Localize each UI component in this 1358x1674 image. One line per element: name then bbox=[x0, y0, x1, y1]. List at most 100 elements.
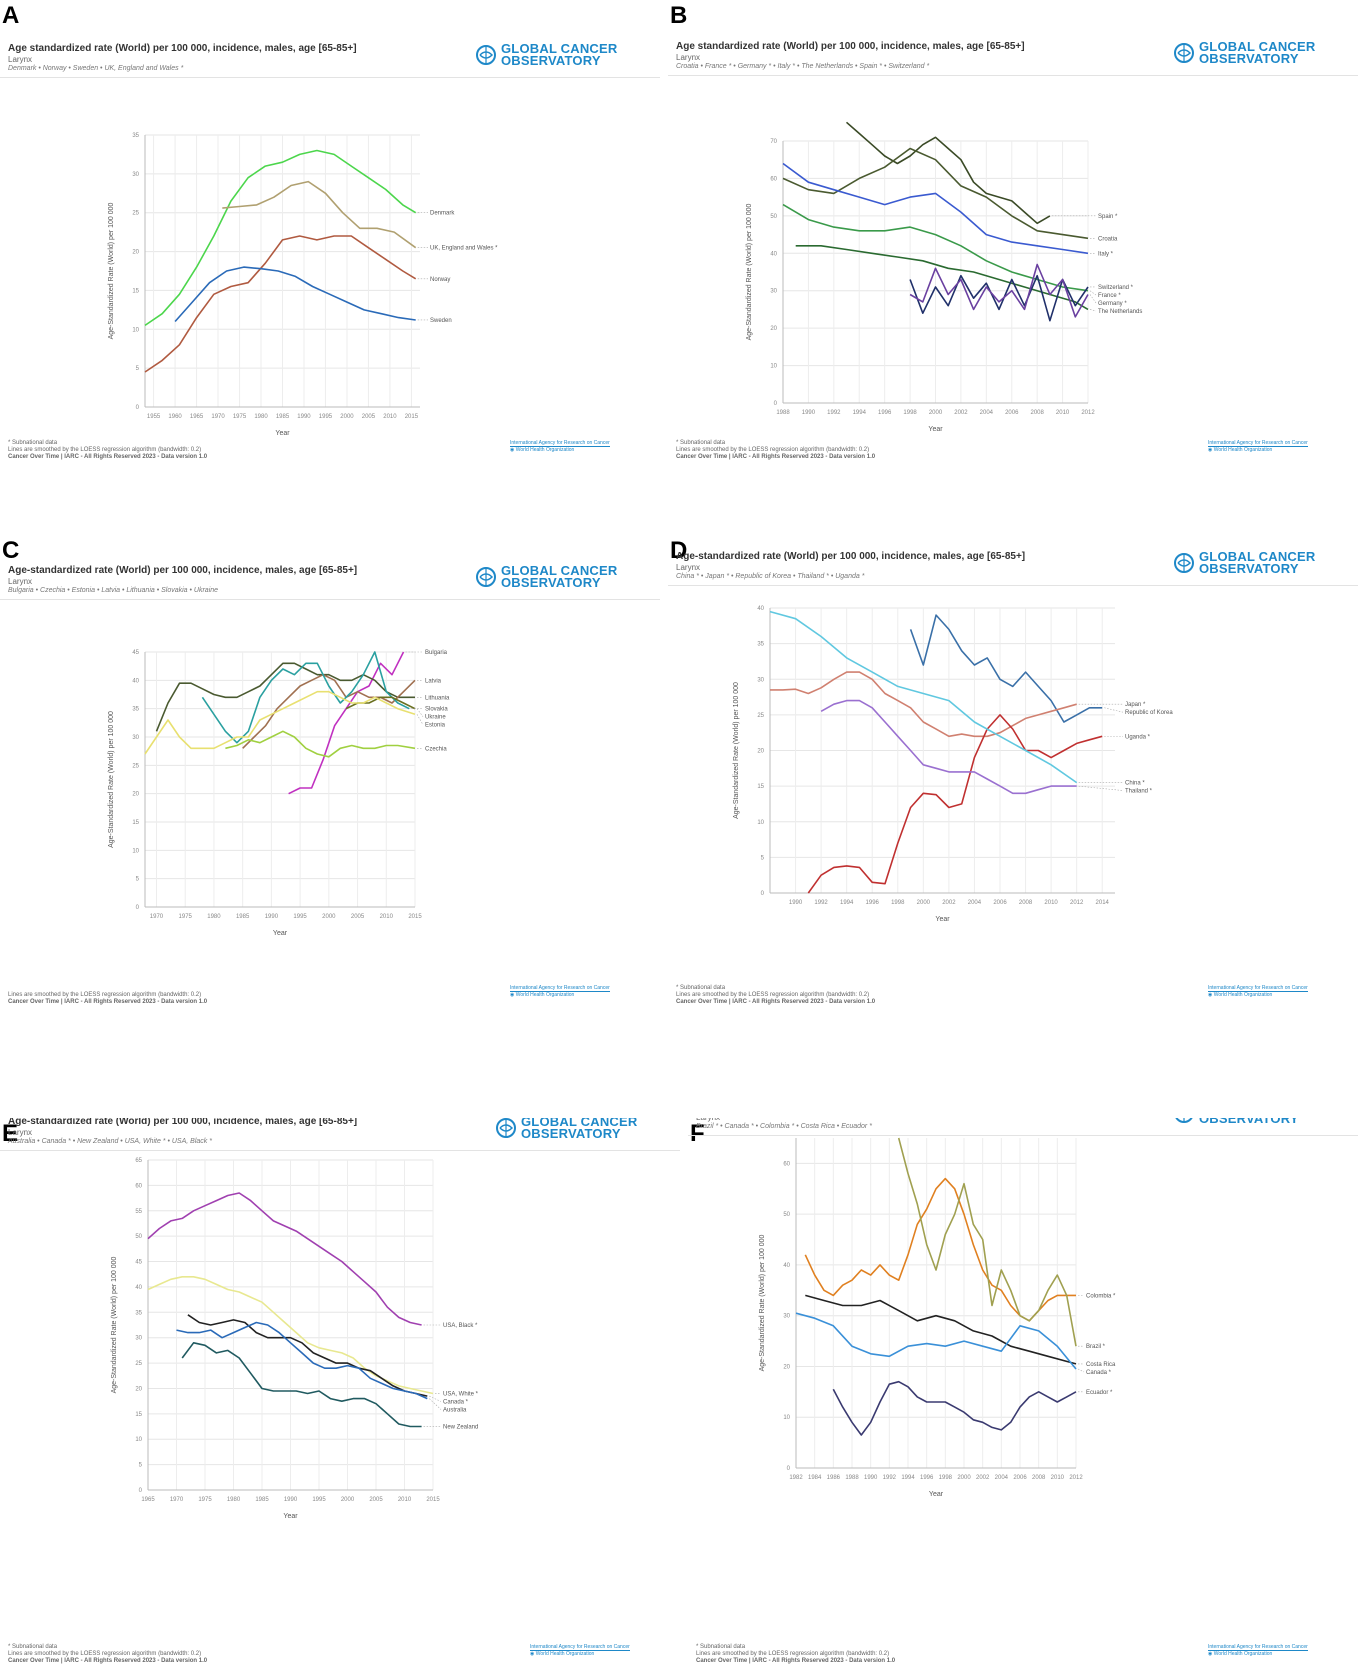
series-label: Spain * bbox=[1098, 214, 1118, 220]
x-axis-label: Year bbox=[283, 1513, 298, 1520]
cancer-site: Larynx bbox=[8, 577, 33, 586]
x-tick-label: 1985 bbox=[236, 914, 250, 920]
series-label: Czechia bbox=[425, 746, 447, 752]
label-leader bbox=[429, 1395, 442, 1402]
x-tick-label: 1990 bbox=[284, 1497, 298, 1503]
x-tick-label: 2002 bbox=[976, 1475, 990, 1481]
country-list: Croatia • France * • Germany * • Italy *… bbox=[676, 63, 930, 70]
y-tick-label: 5 bbox=[761, 855, 765, 861]
series-line bbox=[222, 180, 417, 249]
x-tick-label: 1990 bbox=[265, 914, 279, 920]
series-label: New Zealand bbox=[443, 1425, 478, 1431]
y-tick-label: 25 bbox=[132, 211, 139, 217]
series-line bbox=[144, 149, 417, 327]
panel-a: A Age standardized rate (World) per 100 0… bbox=[0, 0, 660, 470]
logo-line1: GLOBAL CANCER bbox=[1199, 549, 1316, 564]
x-tick-label: 2012 bbox=[1081, 410, 1095, 416]
country-list: Brazil * • Canada * • Colombia * • Costa… bbox=[696, 1123, 872, 1130]
footnote-subnational: * Subnational data bbox=[676, 985, 726, 991]
y-tick-label: 0 bbox=[136, 905, 140, 911]
logo-line2: OBSERVATORY bbox=[1199, 561, 1299, 576]
x-tick-label: 2000 bbox=[340, 414, 354, 420]
cancer-site: Larynx bbox=[676, 563, 701, 572]
y-tick-label: 35 bbox=[135, 1310, 142, 1316]
header-divider bbox=[0, 599, 660, 600]
y-tick-label: 20 bbox=[132, 250, 139, 256]
series-label: Bulgaria bbox=[425, 650, 448, 656]
x-tick-label: 1995 bbox=[312, 1497, 326, 1503]
iarc-line2: ◉ World Health Organization bbox=[530, 1651, 595, 1657]
panel-label: A bbox=[2, 2, 20, 29]
x-axis-label: Year bbox=[273, 930, 288, 937]
series-label: Colombia * bbox=[1086, 1293, 1116, 1299]
footnote-loess: Lines are smoothed by the LOESS regressi… bbox=[676, 447, 870, 453]
series-label: Australia bbox=[443, 1408, 467, 1414]
label-leader bbox=[1089, 309, 1097, 312]
series-label: Thailand * bbox=[1125, 789, 1153, 795]
x-tick-label: 1970 bbox=[170, 1497, 184, 1503]
globe-icon bbox=[1175, 1118, 1193, 1123]
series-line bbox=[909, 614, 1103, 723]
x-tick-label: 2004 bbox=[968, 900, 982, 906]
series-label: Lithuania bbox=[425, 695, 450, 701]
y-tick-label: 15 bbox=[757, 784, 764, 790]
panel-label: B bbox=[670, 2, 688, 29]
y-axis-label: Age-Standardized Rate (World) per 100 00… bbox=[108, 711, 115, 848]
x-tick-label: 1982 bbox=[789, 1475, 803, 1481]
series-label: Canada * bbox=[443, 1400, 469, 1406]
header-divider bbox=[668, 585, 1358, 586]
series-line bbox=[909, 274, 1089, 322]
iarc-line2: ◉ World Health Organization bbox=[1208, 992, 1273, 998]
series-label: Costa Rica bbox=[1086, 1362, 1116, 1368]
series-label: China * bbox=[1125, 781, 1145, 787]
line-chart: 0 10 20 30 40 50 60 1982 1984 1986 1988 1990 1992 199… bbox=[759, 1137, 1116, 1498]
x-tick-label: 1980 bbox=[227, 1497, 241, 1503]
x-tick-label: 2000 bbox=[957, 1475, 971, 1481]
x-tick-label: 1970 bbox=[211, 414, 225, 420]
x-tick-label: 2002 bbox=[954, 410, 968, 416]
label-leader bbox=[416, 714, 424, 725]
y-tick-label: 60 bbox=[783, 1161, 790, 1167]
iarc-line1: International Agency for Research on Can… bbox=[510, 985, 610, 992]
y-axis-label: Age-Standardized Rate (World) per 100 00… bbox=[733, 682, 740, 819]
y-tick-label: 0 bbox=[136, 405, 140, 411]
y-tick-label: 30 bbox=[132, 172, 139, 178]
x-tick-label: 1994 bbox=[901, 1475, 915, 1481]
series-line bbox=[832, 1380, 1077, 1436]
series-line bbox=[770, 671, 1077, 738]
series-label: Brazil * bbox=[1086, 1344, 1106, 1350]
iarc-logo: International Agency for Research on Can… bbox=[1208, 440, 1308, 453]
y-tick-label: 30 bbox=[132, 735, 139, 741]
x-tick-label: 1986 bbox=[827, 1475, 841, 1481]
iarc-logo: International Agency for Research on Can… bbox=[1208, 1644, 1308, 1657]
series-line bbox=[187, 1314, 428, 1397]
x-tick-label: 1995 bbox=[293, 914, 307, 920]
series-line bbox=[181, 1342, 422, 1428]
y-tick-label: 40 bbox=[783, 1263, 790, 1269]
y-tick-label: 20 bbox=[132, 792, 139, 798]
y-tick-label: 10 bbox=[783, 1415, 790, 1421]
x-tick-label: 2010 bbox=[1044, 900, 1058, 906]
x-tick-label: 1975 bbox=[233, 414, 247, 420]
x-tick-label: 1980 bbox=[254, 414, 268, 420]
iarc-logo: International Agency for Research on Can… bbox=[1208, 985, 1308, 998]
header-divider bbox=[0, 77, 660, 78]
series-label: Ukraine bbox=[425, 715, 446, 721]
series-line bbox=[795, 1312, 1077, 1370]
series-line bbox=[820, 699, 1077, 795]
footnote-loess: Lines are smoothed by the LOESS regressi… bbox=[8, 992, 202, 998]
iarc-line2: ◉ World Health Organization bbox=[510, 992, 575, 998]
line-chart: 0 5 10 15 20 25 30 35 40 1990 1992 1994 1996 1998 2000… bbox=[733, 606, 1173, 923]
footnote-copyright: Cancer Over Time | IARC - All Rights Res… bbox=[8, 999, 208, 1005]
x-tick-label: 1985 bbox=[276, 414, 290, 420]
series-line bbox=[845, 121, 1051, 225]
y-tick-label: 20 bbox=[770, 326, 777, 332]
y-tick-label: 10 bbox=[135, 1437, 142, 1443]
x-tick-label: 1995 bbox=[319, 414, 333, 420]
panel-label: E bbox=[2, 1120, 19, 1147]
line-chart: 0 5 10 15 20 25 30 35 1955 1960 1965 1970 1975 1980 19… bbox=[108, 133, 498, 437]
series-label: Germany * bbox=[1098, 301, 1127, 307]
x-tick-label: 1965 bbox=[141, 1497, 155, 1503]
x-tick-label: 1992 bbox=[883, 1475, 897, 1481]
